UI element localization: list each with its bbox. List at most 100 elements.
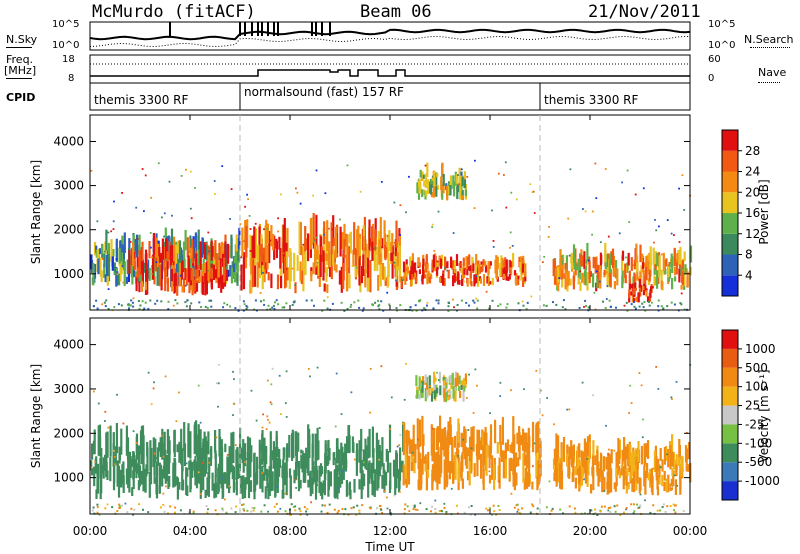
ground-cell	[412, 507, 415, 510]
power-cell	[197, 249, 200, 270]
ground-cell	[225, 511, 228, 514]
velocity-cell	[633, 471, 636, 493]
power-cell	[323, 283, 326, 292]
ground-cell	[208, 299, 211, 302]
ground-cell	[644, 309, 647, 312]
ground-cell	[434, 508, 437, 510]
velocity-cell	[224, 443, 227, 453]
scatter-cell	[259, 292, 262, 294]
velocity-cell	[340, 468, 344, 484]
power-cell	[136, 256, 139, 271]
velocity-cell	[231, 465, 234, 480]
scatter-cell	[355, 266, 358, 269]
power-cell	[630, 291, 633, 296]
velocity-cell	[531, 421, 535, 453]
power-cell	[192, 270, 195, 278]
scatter-cell	[255, 419, 258, 422]
power-cell	[646, 261, 649, 271]
ground-cell	[377, 299, 379, 302]
power-cell	[439, 276, 442, 283]
power-cell	[448, 186, 451, 195]
scatter-cell	[207, 508, 209, 511]
power-cell	[383, 233, 387, 259]
ground-cell	[320, 510, 323, 513]
power-cell	[508, 273, 511, 280]
velocity-cell	[460, 380, 463, 387]
velocity-cell	[557, 435, 560, 460]
power-cell	[418, 180, 421, 188]
velocity-cell	[385, 471, 388, 486]
power-cell	[680, 285, 683, 290]
velocity-cell	[243, 481, 246, 491]
velocity-cell	[617, 465, 620, 475]
power-cell	[606, 272, 609, 288]
power-cell	[681, 260, 684, 270]
power-cell	[440, 275, 443, 283]
power-cell	[611, 248, 615, 269]
scatter-cell	[230, 188, 233, 190]
power-cell	[240, 264, 243, 291]
power-cell	[621, 255, 624, 271]
power-cell	[638, 279, 641, 288]
velocity-cell	[510, 457, 513, 472]
ground-cell	[277, 303, 280, 306]
scatter-cell	[156, 457, 158, 459]
ground-cell	[377, 305, 380, 308]
velocity-cell	[275, 446, 278, 478]
power-cell	[588, 264, 591, 273]
power-cell	[631, 293, 634, 303]
ground-cell	[614, 510, 617, 513]
scatter-cell	[232, 402, 235, 405]
ground-cell	[578, 307, 581, 309]
ground-cell	[119, 506, 122, 509]
velocity-cell	[117, 464, 120, 483]
velocity-cell	[189, 431, 192, 459]
velocity-cell	[407, 455, 411, 485]
ground-cell	[210, 305, 213, 308]
power-cell	[264, 244, 268, 263]
power-cell	[189, 257, 192, 277]
velocity-cell	[138, 465, 141, 478]
scatter-cell	[566, 408, 569, 411]
scatter-cell	[189, 256, 192, 259]
power-cell	[171, 282, 174, 292]
velocity-cell	[158, 442, 161, 452]
freq-unit-label: [MHz]	[4, 64, 37, 77]
velocity-cell	[102, 457, 105, 479]
scatter-cell	[162, 455, 165, 458]
power-cell	[555, 267, 558, 276]
velocity-cell	[626, 444, 629, 460]
scatter-cell	[641, 436, 644, 439]
ground-cell	[293, 300, 296, 303]
colorbar-swatch	[722, 130, 738, 151]
velocity-cell	[405, 438, 408, 456]
velocity-cell	[305, 447, 308, 469]
power-cell	[280, 265, 283, 289]
scatter-cell	[107, 231, 110, 234]
power-cell	[210, 240, 213, 261]
velocity-cell	[419, 463, 422, 482]
scatter-cell	[180, 274, 182, 277]
ground-cell	[186, 299, 189, 302]
scatter-cell	[637, 507, 640, 509]
power-cell	[441, 163, 444, 178]
ground-cell	[192, 512, 195, 515]
scatter-cell	[152, 387, 155, 390]
velocity-cell	[311, 443, 314, 473]
scatter-cell	[393, 494, 396, 497]
velocity-cell	[555, 447, 558, 458]
scatter-cell	[243, 240, 246, 243]
ground-cell	[626, 309, 629, 312]
velocity-cell	[462, 378, 466, 382]
velocity-cell	[244, 443, 247, 467]
ground-cell	[281, 306, 284, 309]
scatter-cell	[548, 480, 551, 483]
power-cell	[278, 236, 281, 250]
velocity-cell	[627, 452, 630, 467]
power-cell	[660, 280, 663, 290]
ground-cell	[358, 306, 361, 309]
power-cell	[347, 246, 351, 274]
power-cell	[505, 259, 508, 273]
power-cell	[122, 246, 125, 270]
station-title: McMurdo (fitACF)	[92, 2, 256, 22]
